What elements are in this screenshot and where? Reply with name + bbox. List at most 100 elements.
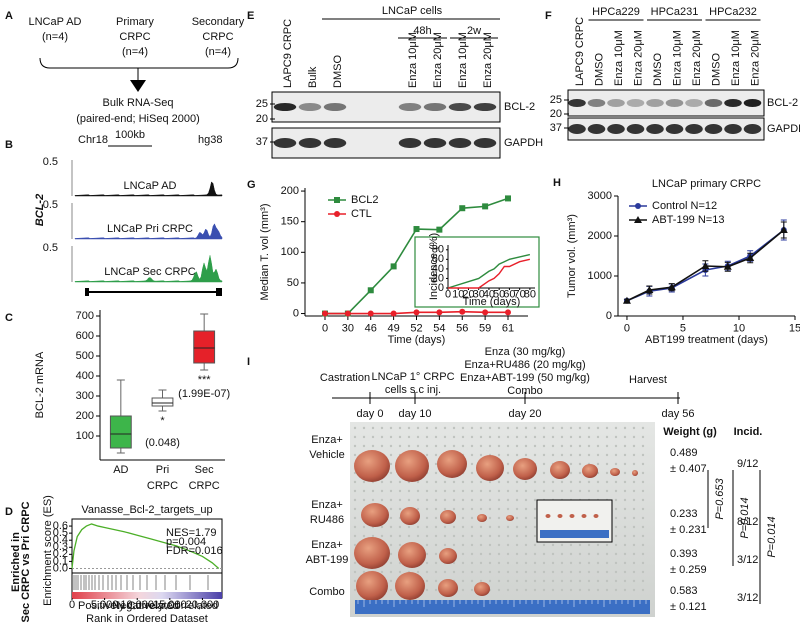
photo-texture bbox=[641, 570, 645, 574]
photo-texture bbox=[623, 561, 627, 565]
band bbox=[607, 99, 625, 107]
marker bbox=[413, 226, 420, 233]
photo-texture bbox=[389, 471, 393, 475]
x-tick-label: CRPC bbox=[189, 480, 220, 492]
photo-texture bbox=[614, 426, 618, 430]
chart-title: Vanasse_Bcl-2_targets_up bbox=[81, 504, 212, 516]
photo-texture bbox=[407, 525, 411, 529]
photo-texture bbox=[461, 570, 465, 574]
photo-texture bbox=[479, 498, 483, 502]
marker bbox=[634, 216, 642, 223]
photo-texture bbox=[569, 588, 573, 592]
lane-label: Enza 10μM bbox=[407, 32, 419, 88]
photo-texture bbox=[515, 435, 519, 439]
y-tick-label: 80 bbox=[432, 244, 444, 256]
photo-texture bbox=[551, 435, 555, 439]
group-label: CRPC bbox=[202, 31, 233, 43]
x-axis-label: Time (days) bbox=[463, 296, 521, 308]
photo-texture bbox=[425, 543, 429, 547]
tumor bbox=[477, 514, 487, 522]
track-range: 0.5 bbox=[43, 156, 58, 168]
photo-texture bbox=[632, 525, 636, 529]
photo-texture bbox=[569, 426, 573, 430]
photo-texture bbox=[641, 552, 645, 556]
photo-texture bbox=[479, 534, 483, 538]
photo-texture bbox=[533, 579, 537, 583]
photo-texture bbox=[587, 543, 591, 547]
day-label: day 56 bbox=[661, 408, 694, 420]
photo-texture bbox=[470, 489, 474, 493]
photo-texture bbox=[632, 552, 636, 556]
marker bbox=[436, 309, 443, 316]
photo-texture bbox=[416, 435, 420, 439]
photo-texture bbox=[362, 444, 366, 448]
photo-texture bbox=[578, 588, 582, 592]
photo-texture bbox=[596, 543, 600, 547]
photo-texture bbox=[398, 444, 402, 448]
photo-texture bbox=[506, 552, 510, 556]
panel-label: G bbox=[247, 179, 256, 191]
photo-texture bbox=[578, 462, 582, 466]
x-tick-label: 10 bbox=[733, 323, 745, 335]
marker-label: 25 bbox=[256, 98, 268, 110]
photo-texture bbox=[353, 561, 357, 565]
y-tick-label: 0.3 bbox=[53, 541, 68, 553]
photo-texture bbox=[497, 489, 501, 493]
photo-texture bbox=[434, 552, 438, 556]
photo-texture bbox=[632, 543, 636, 547]
photo-texture bbox=[605, 588, 609, 592]
photo-texture bbox=[578, 426, 582, 430]
group-label: Secondary bbox=[192, 16, 245, 28]
photo-texture bbox=[515, 507, 519, 511]
photo-texture bbox=[569, 444, 573, 448]
photo-texture bbox=[389, 489, 393, 493]
photo-texture bbox=[614, 579, 618, 583]
photo-texture bbox=[605, 435, 609, 439]
photo-texture bbox=[398, 543, 402, 547]
photo-texture bbox=[443, 426, 447, 430]
band bbox=[568, 99, 586, 107]
blot-header: LNCaP cells bbox=[382, 5, 443, 17]
photo-texture bbox=[623, 471, 627, 475]
photo-texture bbox=[596, 552, 600, 556]
photo-texture bbox=[425, 453, 429, 457]
y-tick-label: 200 bbox=[76, 410, 94, 422]
photo-texture bbox=[533, 480, 537, 484]
photo-texture bbox=[416, 525, 420, 529]
marker-label: 37 bbox=[256, 136, 268, 148]
photo-texture bbox=[488, 552, 492, 556]
photo-texture bbox=[623, 507, 627, 511]
band bbox=[646, 124, 664, 134]
photo-texture bbox=[542, 561, 546, 565]
photo-texture bbox=[506, 480, 510, 484]
photo-texture bbox=[632, 498, 636, 502]
photo-texture bbox=[533, 435, 537, 439]
photo-texture bbox=[461, 588, 465, 592]
photo-texture bbox=[533, 561, 537, 565]
photo-texture bbox=[407, 426, 411, 430]
photo-texture bbox=[524, 552, 528, 556]
photo-texture bbox=[596, 570, 600, 574]
bracket bbox=[39, 57, 239, 69]
band bbox=[273, 138, 297, 148]
photo-texture bbox=[452, 435, 456, 439]
weight-sd: ± 0.407 bbox=[670, 463, 707, 475]
photo-texture bbox=[470, 507, 474, 511]
photo-texture bbox=[443, 444, 447, 448]
photo-texture bbox=[515, 570, 519, 574]
marker bbox=[482, 203, 489, 210]
photo-texture bbox=[614, 489, 618, 493]
photo-texture bbox=[461, 579, 465, 583]
legend-label: ABT-199 N=13 bbox=[652, 214, 724, 226]
photo-texture bbox=[515, 480, 519, 484]
marker bbox=[459, 205, 466, 212]
photo-texture bbox=[353, 489, 357, 493]
photo-texture bbox=[632, 507, 636, 511]
photo-texture bbox=[434, 453, 438, 457]
photo-texture bbox=[362, 480, 366, 484]
photo-texture bbox=[434, 480, 438, 484]
photo-texture bbox=[614, 552, 618, 556]
photo-texture bbox=[515, 579, 519, 583]
timeline-label: cells s.c inj. bbox=[385, 384, 441, 396]
